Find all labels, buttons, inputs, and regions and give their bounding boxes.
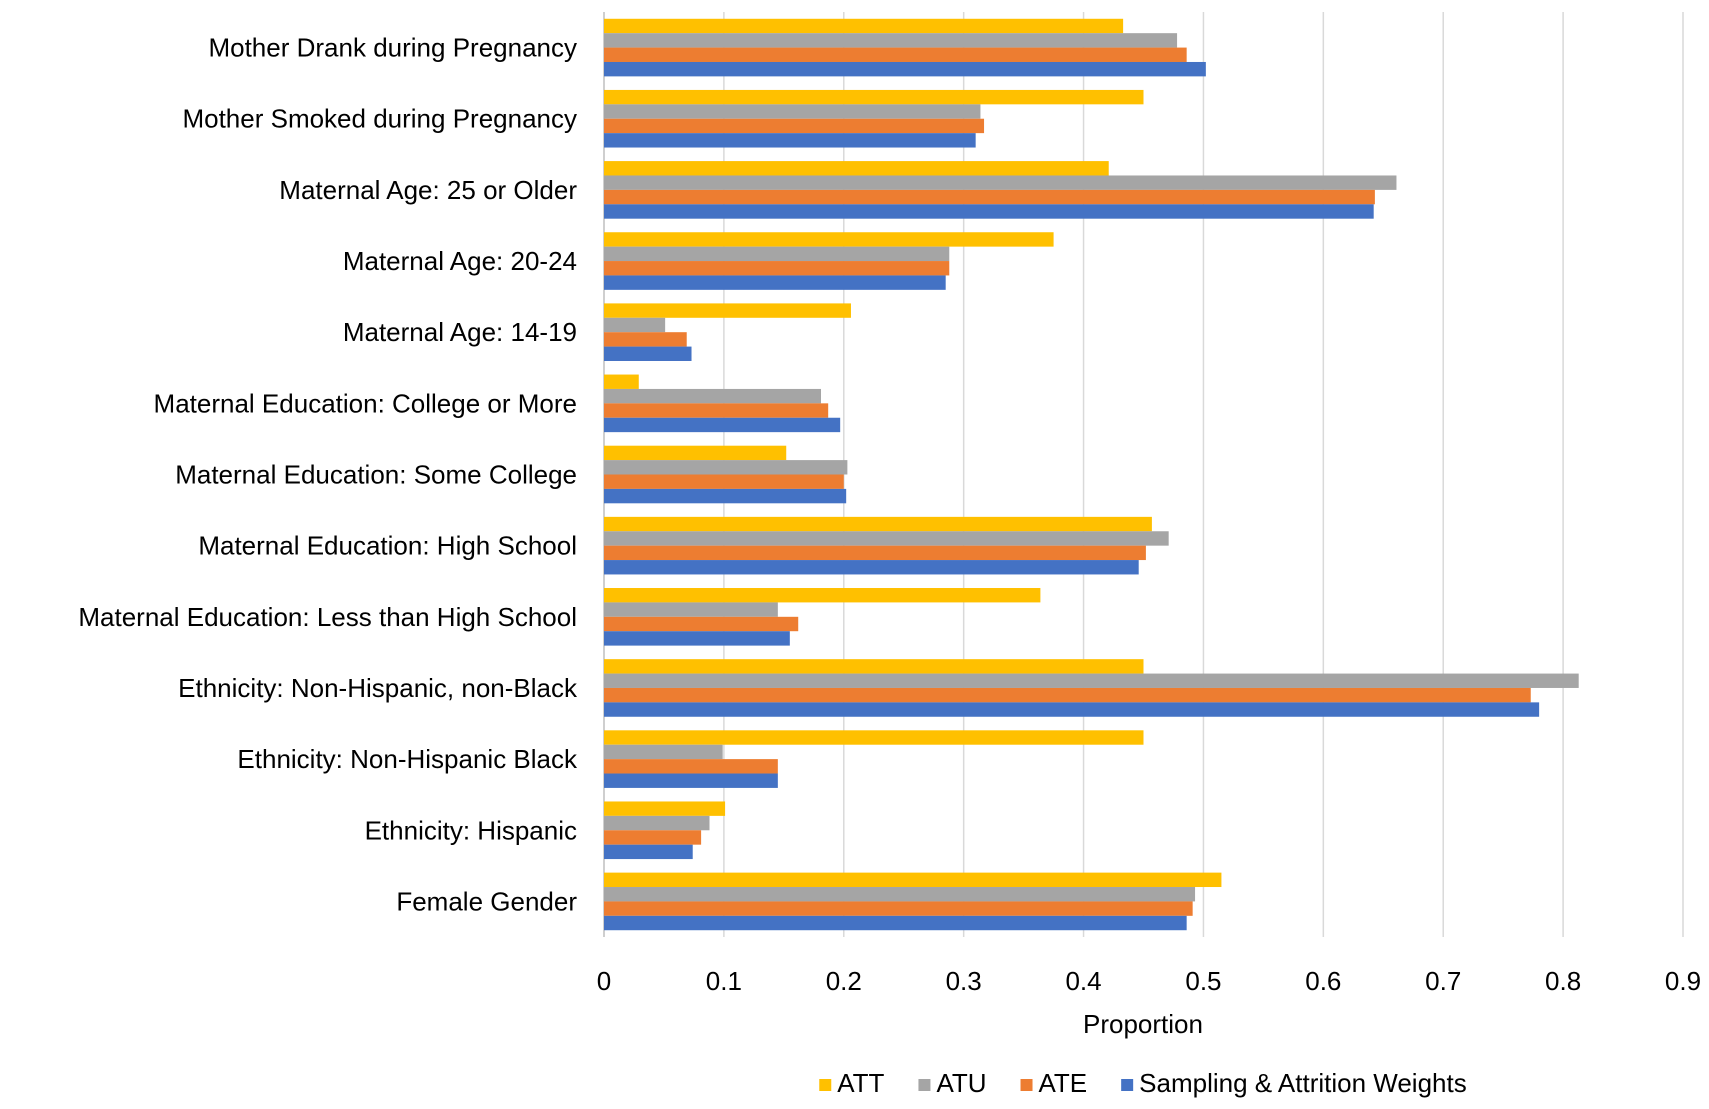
bar-atu (604, 460, 848, 475)
x-tick-label: 0.5 (1185, 966, 1221, 996)
x-tick-label: 0.1 (706, 966, 742, 996)
legend-label: ATU (936, 1068, 986, 1098)
bar-ate (604, 830, 702, 845)
bar-ate (604, 47, 1187, 62)
bar-sampling-attrition-weights (604, 204, 1374, 219)
bar-sampling-attrition-weights (604, 773, 778, 788)
bars (604, 18, 1579, 931)
legend-swatch (918, 1079, 931, 1091)
legend-swatch (819, 1079, 832, 1091)
bar-att (604, 161, 1109, 176)
bar-sampling-attrition-weights (604, 417, 841, 433)
bar-sampling-attrition-weights (604, 915, 1187, 931)
bar-ate (604, 616, 799, 632)
category-label: Maternal Age: 25 or Older (279, 175, 577, 205)
bar-ate (604, 261, 950, 276)
x-tick-label: 0.8 (1545, 966, 1581, 996)
bar-sampling-attrition-weights (604, 346, 692, 361)
bar-sampling-attrition-weights (604, 61, 1206, 77)
x-tick-label: 0.9 (1665, 966, 1701, 996)
bar-atu (604, 246, 950, 262)
bar-att (604, 872, 1222, 888)
x-tick-label: 0.4 (1065, 966, 1101, 996)
bar-sampling-attrition-weights (604, 133, 976, 148)
bar-att (604, 516, 1152, 532)
legend-label: Sampling & Attrition Weights (1139, 1068, 1467, 1098)
category-label: Ethnicity: Non-Hispanic, non-Black (178, 673, 578, 703)
category-labels: Mother Drank during Pregnancy Mother Smok… (78, 33, 578, 917)
bar-ate (604, 545, 1146, 561)
bar-att (604, 303, 851, 318)
bar-ate (604, 901, 1193, 916)
x-tick-labels: 0 0.1 0.2 0.3 0.4 0.5 0.6 0.7 0.8 0.9 (597, 966, 1701, 996)
bar-att (604, 659, 1144, 674)
bar-atu (604, 531, 1169, 546)
bar-att (604, 18, 1124, 34)
bar-att (604, 232, 1054, 247)
bar-atu (604, 33, 1178, 48)
bar-att (604, 374, 639, 389)
x-tick-label: 0 (597, 966, 611, 996)
category-label: Maternal Education: High School (198, 531, 577, 561)
bar-att (604, 730, 1144, 745)
bar-sampling-attrition-weights (604, 631, 790, 646)
category-label: Maternal Education: Some College (175, 460, 577, 490)
legend-swatch (1121, 1079, 1134, 1091)
bar-atu (604, 815, 710, 831)
bar-atu (604, 175, 1397, 190)
bar-sampling-attrition-weights (604, 702, 1540, 717)
category-label: Ethnicity: Hispanic (365, 815, 577, 845)
x-tick-label: 0.2 (826, 966, 862, 996)
bar-sampling-attrition-weights (604, 488, 847, 504)
legend-swatch (1020, 1079, 1033, 1091)
bar-att (604, 445, 787, 461)
bar-atu (604, 887, 1196, 902)
bar-att (604, 801, 726, 816)
bar-ate (604, 474, 844, 489)
category-label: Maternal Education: College or More (154, 388, 577, 418)
category-label: Mother Drank during Pregnancy (208, 33, 577, 63)
bar-sampling-attrition-weights (604, 275, 946, 290)
category-label: Mother Smoked during Pregnancy (182, 104, 577, 134)
bar-att (604, 588, 1041, 603)
category-label: Maternal Education: Less than High Schoo… (78, 602, 577, 632)
bar-ate (604, 403, 829, 418)
legend-label: ATE (1039, 1068, 1088, 1098)
bar-atu (604, 744, 723, 760)
bar-ate (604, 759, 778, 774)
legend-label: ATT (837, 1068, 884, 1098)
bar-ate (604, 118, 985, 134)
bar-atu (604, 104, 981, 119)
bar-atu (604, 602, 778, 617)
bar-atu (604, 317, 666, 333)
category-label: Female Gender (396, 886, 577, 916)
x-tick-label: 0.3 (946, 966, 982, 996)
bar-ate (604, 332, 687, 347)
legend: ATT ATU ATE Sampling & Attrition Weights (819, 1068, 1467, 1098)
category-label: Maternal Age: 20-24 (343, 246, 577, 276)
x-axis-title: Proportion (1083, 1009, 1203, 1039)
bar-atu (604, 673, 1579, 688)
x-tick-label: 0.6 (1305, 966, 1341, 996)
bar-atu (604, 388, 821, 404)
category-label: Maternal Age: 14-19 (343, 317, 577, 347)
x-tick-label: 0.7 (1425, 966, 1461, 996)
bar-sampling-attrition-weights (604, 560, 1139, 575)
category-label: Ethnicity: Non-Hispanic Black (237, 744, 578, 774)
bar-ate (604, 189, 1375, 205)
bar-sampling-attrition-weights (604, 844, 693, 860)
bar-att (604, 89, 1144, 105)
bar-ate (604, 687, 1531, 703)
